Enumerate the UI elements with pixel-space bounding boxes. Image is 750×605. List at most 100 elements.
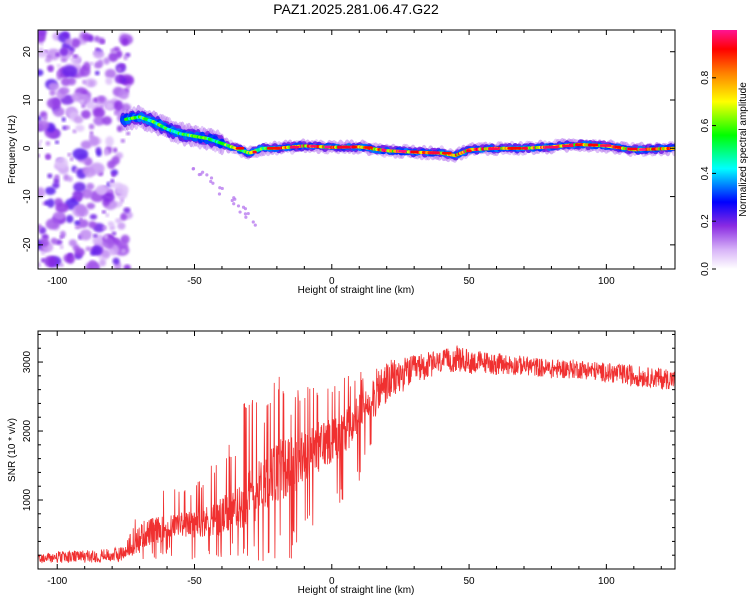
noise-blob [85, 246, 91, 252]
noise-blob [38, 32, 46, 43]
noise-blob [115, 218, 122, 224]
noise-blob [88, 123, 95, 130]
noise-blob [64, 38, 73, 45]
colorbar-tick-label: 0.8 [700, 70, 711, 84]
noise-blob [96, 150, 102, 157]
noise-blob [42, 115, 48, 121]
noise-blob [126, 131, 131, 136]
colorbar-tick-label: 0.4 [700, 166, 711, 180]
colorbar-ticks: 0.0 0.2 0.4 0.6 0.8 [700, 70, 716, 276]
noise-blob [75, 124, 85, 132]
noise-blob [39, 237, 50, 247]
noise-blob [86, 202, 96, 210]
snr-x-tick-label: 0 [329, 576, 335, 587]
spectrogram-frame [37, 29, 676, 270]
noise-blob [49, 89, 56, 96]
noise-blob [38, 119, 50, 131]
noise-blob [44, 186, 56, 195]
noise-blob [38, 141, 41, 148]
noise-blob [67, 77, 76, 86]
noise-blob [103, 234, 109, 240]
ridge-peak [289, 145, 300, 149]
spectrogram-y-tick-label: 20 [22, 46, 33, 58]
noise-blob [88, 136, 100, 147]
tail-dot [197, 173, 201, 177]
noise-blob [53, 211, 66, 220]
noise-blob [88, 220, 97, 229]
noise-blob [93, 61, 103, 69]
noise-blob [105, 77, 113, 85]
noise-blob [73, 54, 78, 58]
noise-blob [100, 39, 105, 44]
snr-plot: -100 -50 0 50 100 1000 2000 3000 Height of stra… [7, 330, 676, 596]
noise-blob [70, 54, 82, 65]
noise-blob [91, 265, 99, 269]
noise-blob [112, 147, 118, 153]
noise-blob [102, 225, 108, 230]
ridge-peak [398, 150, 407, 153]
spectrogram-y-tick-label: 0 [22, 145, 33, 151]
tail-dot [205, 173, 209, 177]
noise-blob [120, 213, 127, 221]
noise-blob [115, 190, 120, 194]
snr-y-tick-label: 2000 [22, 419, 33, 442]
noise-blob [55, 202, 69, 213]
noise-blob [97, 95, 106, 103]
spectrogram-marks [38, 30, 675, 269]
noise-blob [62, 65, 78, 78]
noise-blob [121, 238, 127, 243]
noise-blob [45, 141, 51, 146]
ridge-peak [587, 143, 599, 147]
snr-x-tick-label: 100 [598, 576, 615, 587]
noise-blob [48, 82, 60, 91]
noise-blob [81, 103, 86, 109]
tail-dot [230, 198, 234, 203]
noise-blob [47, 64, 55, 72]
noise-blob [93, 97, 98, 103]
ridge-peak [266, 146, 281, 150]
noise-blob [105, 136, 114, 147]
noise-blob [63, 174, 70, 182]
ridge-peak [336, 145, 351, 149]
noise-blob [108, 180, 116, 188]
noise-blob [95, 185, 107, 195]
colorbar-tick-label: 0.6 [700, 118, 711, 132]
ridge-peak [235, 146, 245, 150]
noise-blob [59, 245, 64, 250]
spectrogram-y-tick-label: 10 [22, 94, 33, 106]
tail-dot [209, 179, 213, 184]
snr-series-line [38, 345, 675, 564]
noise-blob [44, 57, 52, 63]
noise-blob [39, 139, 43, 143]
noise-blob [126, 84, 131, 89]
tail-dot [238, 210, 242, 214]
snr-y-axis-label: SNR (10 * v/v) [7, 418, 18, 482]
spectrogram-x-axis-label: Height of straight line (km) [298, 285, 415, 296]
colorbar-tick-label: 0.2 [700, 214, 711, 228]
noise-blob [67, 152, 72, 157]
noise-blob [102, 237, 115, 249]
noise-blob [38, 69, 44, 77]
noise-blob [54, 140, 60, 145]
ridge-peak [351, 145, 357, 149]
ridge-peak [562, 144, 574, 148]
noise-blob [79, 66, 91, 77]
noise-blob [104, 68, 117, 79]
noise-blob [103, 57, 110, 65]
noise-blob [69, 50, 74, 56]
noise-blob [94, 70, 100, 76]
noise-blob [79, 99, 85, 104]
noise-blob [113, 46, 121, 52]
noise-blob [106, 102, 113, 110]
ridge-peak [651, 147, 656, 151]
noise-blob [79, 217, 83, 221]
noise-blob [38, 115, 42, 122]
tail-dot [244, 215, 248, 219]
noise-blob [44, 255, 57, 268]
noise-blob [120, 198, 124, 203]
ridge-peak [310, 144, 317, 148]
tail-dot [243, 212, 248, 216]
spectrogram-x-tick-label: 100 [598, 276, 615, 287]
